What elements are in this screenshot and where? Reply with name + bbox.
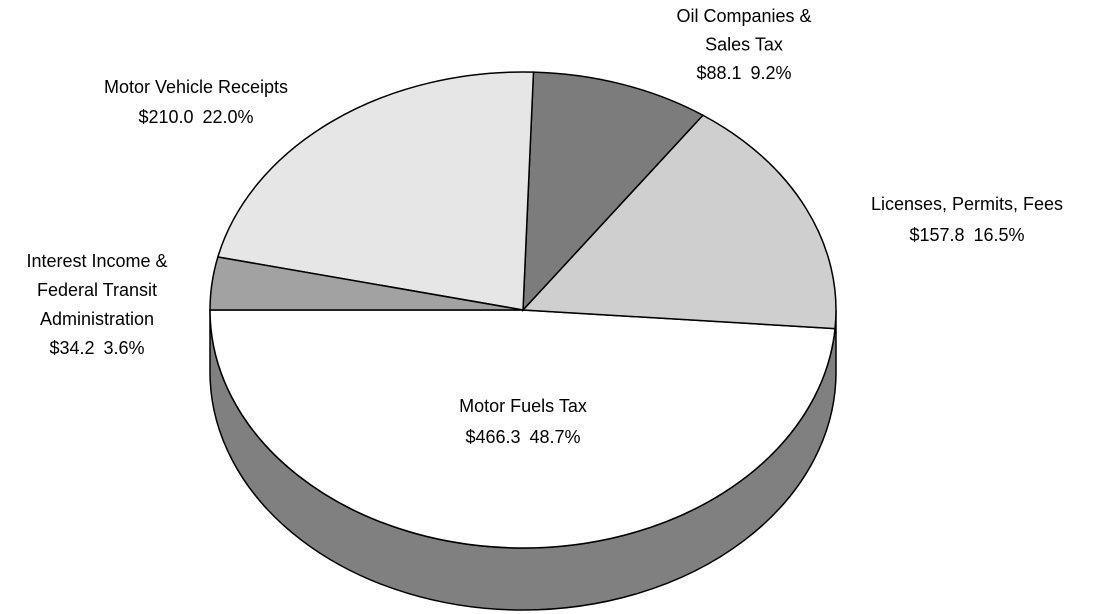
pie-slice <box>216 71 535 311</box>
slice-value: $88.1 9.2% <box>696 63 791 83</box>
slice-label: Licenses, Permits, Fees <box>871 194 1063 214</box>
value-label: $88.1 <box>696 63 741 83</box>
value-label: $210.0 <box>138 107 193 127</box>
pie-slice <box>522 71 705 313</box>
slice-label: Oil Companies & <box>676 6 811 26</box>
pie-slice <box>209 309 836 549</box>
pie-slice <box>209 256 524 311</box>
pie-slice <box>521 114 837 330</box>
slice-value: $34.2 3.6% <box>49 338 144 358</box>
slice-label: Federal Transit <box>37 280 157 300</box>
percent-label: 9.2% <box>751 63 792 83</box>
percent-label: 3.6% <box>104 338 145 358</box>
slice-label: Interest Income & <box>26 251 167 271</box>
value-label: $34.2 <box>49 338 94 358</box>
percent-label: 48.7% <box>530 427 581 447</box>
slice-label: Administration <box>40 309 154 329</box>
percent-label: 22.0% <box>203 107 254 127</box>
slice-value: $466.3 48.7% <box>465 427 580 447</box>
slice-value: $157.8 16.5% <box>909 225 1024 245</box>
slice-value: $210.0 22.0% <box>138 107 253 127</box>
slice-label: Sales Tax <box>705 34 783 54</box>
value-label: $157.8 <box>909 225 964 245</box>
slice-label: Motor Vehicle Receipts <box>104 77 288 97</box>
value-label: $466.3 <box>465 427 520 447</box>
slice-label: Motor Fuels Tax <box>459 396 587 416</box>
percent-label: 16.5% <box>974 225 1025 245</box>
